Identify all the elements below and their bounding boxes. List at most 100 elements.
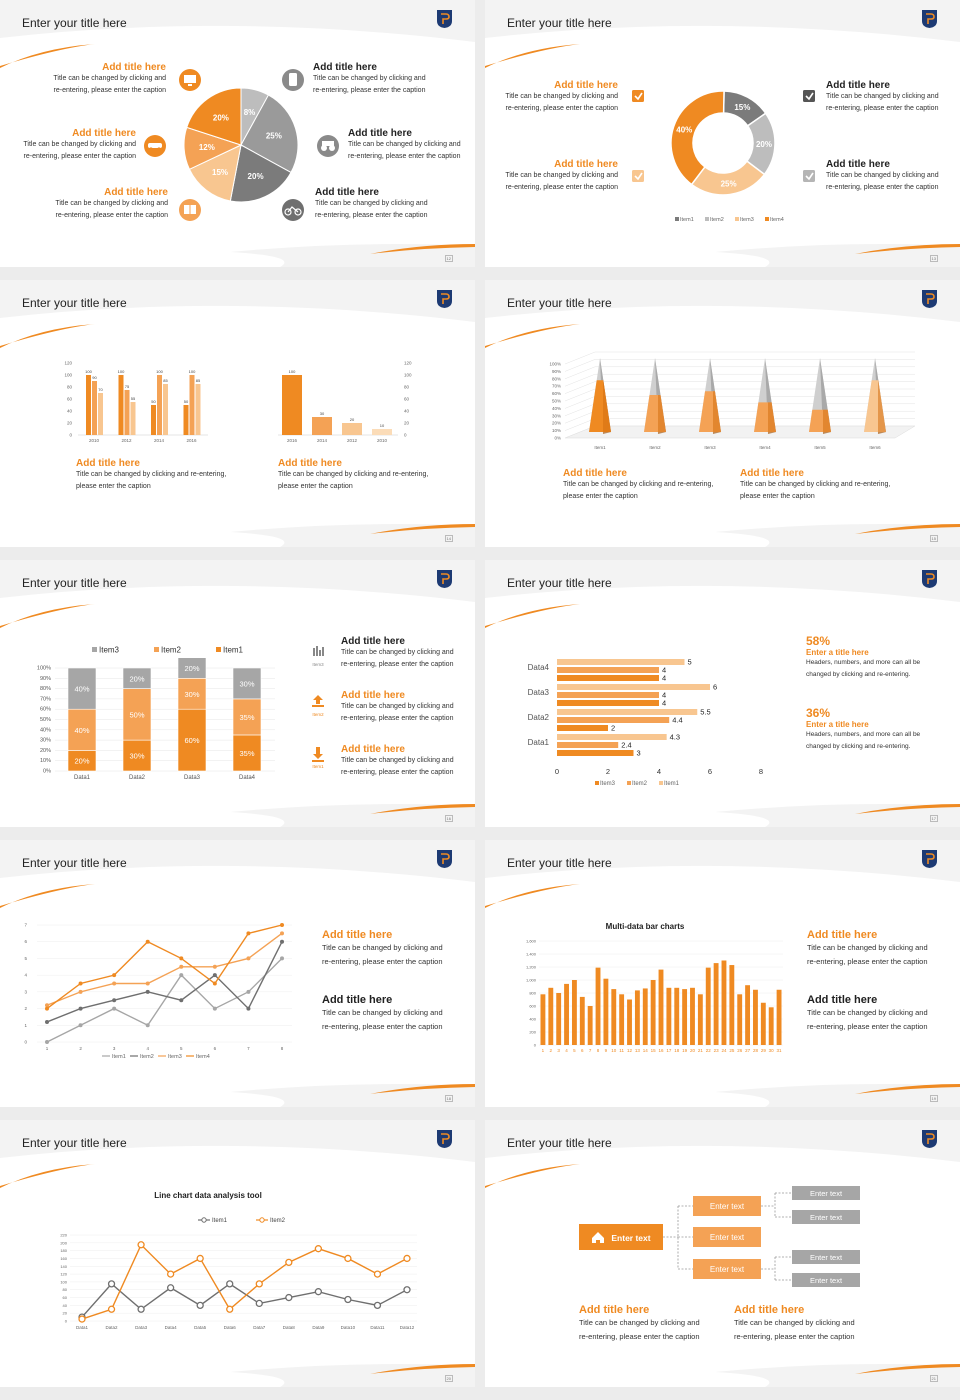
block-caption[interactable]: Title can be changed by clicking and	[505, 172, 618, 179]
block-caption[interactable]: Title can be changed by clicking and	[807, 1008, 928, 1017]
block-title[interactable]: Add title here	[72, 128, 136, 139]
block-caption[interactable]: re-entering, please enter the caption	[807, 957, 928, 966]
block-caption[interactable]: Title can be changed by clicking and	[313, 75, 426, 82]
block-caption[interactable]: Title can be changed by clicking and	[23, 141, 136, 148]
block-caption[interactable]: Title can be changed by clicking and	[341, 649, 454, 656]
block-caption[interactable]: re-entering, please enter the caption	[807, 1022, 928, 1031]
block-title[interactable]: Add title here	[554, 159, 618, 170]
stat-value[interactable]: 36%	[806, 706, 831, 720]
block-caption[interactable]: please enter the caption	[278, 483, 353, 490]
block-title[interactable]: Add title here	[102, 62, 166, 73]
block-title[interactable]: Add title here	[807, 929, 878, 941]
block-caption[interactable]: re-entering, please enter the caption	[322, 1022, 443, 1031]
block-caption[interactable]: re-entering, please enter the caption	[734, 1332, 855, 1341]
block-caption[interactable]: Title can be changed by clicking and	[53, 75, 166, 82]
block-title[interactable]: Add title here	[341, 744, 405, 755]
slide-title[interactable]: Enter your title here	[22, 296, 127, 310]
block-caption[interactable]: re-entering, please enter the caption	[826, 105, 939, 112]
block-caption[interactable]: re-entering, please enter the caption	[53, 87, 166, 94]
x-tick-label: Item2	[649, 445, 661, 450]
block-title[interactable]: Add title here	[341, 690, 405, 701]
stat-value[interactable]: 58%	[806, 634, 831, 648]
block-title[interactable]: Add title here	[76, 458, 140, 469]
block-caption[interactable]: Title can be changed by clicking and	[341, 703, 454, 710]
series-point	[45, 1003, 49, 1008]
block-title[interactable]: Add title here	[322, 994, 393, 1006]
slide-title[interactable]: Enter your title here	[22, 1136, 127, 1150]
checkbox-layer	[632, 90, 815, 182]
slide-title[interactable]: Enter your title here	[22, 16, 127, 30]
block-caption[interactable]: Title can be changed by clicking and re-…	[278, 471, 429, 478]
block-caption[interactable]: re-entering, please enter the caption	[55, 212, 168, 219]
block-caption[interactable]: Title can be changed by clicking and	[826, 172, 939, 179]
block-title[interactable]: Add title here	[315, 187, 379, 198]
block-caption[interactable]: Title can be changed by clicking and	[322, 1008, 443, 1017]
block-title[interactable]: Add title here	[734, 1304, 805, 1316]
slide-title[interactable]: Enter your title here	[22, 576, 127, 590]
block-caption[interactable]: Title can be changed by clicking and	[734, 1318, 855, 1327]
block-title[interactable]: Add title here	[348, 128, 412, 139]
logo-icon	[437, 10, 452, 28]
block-caption[interactable]: Title can be changed by clicking and	[341, 757, 454, 764]
bar	[760, 1002, 766, 1045]
block-title[interactable]: Add title here	[341, 636, 405, 647]
block-caption[interactable]: Title can be changed by clicking and	[807, 943, 928, 952]
block-caption[interactable]: Title can be changed by clicking and re-…	[563, 481, 714, 488]
hbar	[557, 742, 619, 748]
block-caption[interactable]: Title can be changed by clicking and	[505, 93, 618, 100]
block-caption[interactable]: re-entering, please enter the caption	[313, 87, 426, 94]
stat-caption[interactable]: Headers, numbers, and more can all be	[806, 659, 921, 666]
block-caption[interactable]: Title can be changed by clicking and	[579, 1318, 700, 1327]
block-caption[interactable]: re-entering, please enter the caption	[322, 957, 443, 966]
block-caption[interactable]: re-entering, please enter the caption	[341, 661, 454, 668]
slide-title[interactable]: Enter your title here	[507, 16, 612, 30]
gridline	[564, 396, 596, 409]
slide-title[interactable]: Enter your title here	[507, 856, 612, 870]
block-caption[interactable]: Title can be changed by clicking and	[55, 200, 168, 207]
x-tick-label: 28	[753, 1048, 759, 1053]
block-caption[interactable]: Title can be changed by clicking and	[826, 93, 939, 100]
block-caption[interactable]: re-entering, please enter the caption	[341, 715, 454, 722]
block-caption[interactable]: Title can be changed by clicking and re-…	[740, 481, 891, 488]
slide-title[interactable]: Enter your title here	[22, 856, 127, 870]
block-caption[interactable]: please enter the caption	[563, 493, 638, 500]
hbar	[557, 750, 634, 756]
block-title[interactable]: Add title here	[826, 159, 890, 170]
block-title[interactable]: Add title here	[322, 929, 393, 941]
block-title[interactable]: Add title here	[563, 468, 627, 479]
block-caption[interactable]: Title can be changed by clicking and	[348, 141, 461, 148]
slide-title[interactable]: Enter your title here	[507, 1136, 612, 1150]
block-title[interactable]: Add title here	[807, 994, 878, 1006]
slide-title[interactable]: Enter your title here	[507, 296, 612, 310]
stat-title[interactable]: Enter a title here	[806, 648, 869, 657]
donut-chart: 15% 20% 25% 40% Item1 Item2 Item3 Item4	[670, 90, 784, 223]
block-caption[interactable]: re-entering, please enter the caption	[348, 153, 461, 160]
block-title[interactable]: Add title here	[579, 1304, 650, 1316]
block-caption[interactable]: re-entering, please enter the caption	[579, 1332, 700, 1341]
block-caption[interactable]: please enter the caption	[740, 493, 815, 500]
stat-caption[interactable]: changed by clicking and re-entering.	[806, 743, 911, 750]
block-title[interactable]: Add title here	[554, 80, 618, 91]
stat-caption[interactable]: Headers, numbers, and more can all be	[806, 731, 921, 738]
block-caption[interactable]: re-entering, please enter the caption	[315, 212, 428, 219]
block-caption[interactable]: Title can be changed by clicking and re-…	[76, 471, 227, 478]
block-caption[interactable]: re-entering, please enter the caption	[505, 184, 618, 191]
block-title[interactable]: Add title here	[740, 468, 804, 479]
block-title[interactable]: Add title here	[104, 187, 168, 198]
block-caption[interactable]: please enter the caption	[76, 483, 151, 490]
slide-swoosh	[0, 0, 475, 267]
slide-title[interactable]: Enter your title here	[507, 576, 612, 590]
block-caption[interactable]: re-entering, please enter the caption	[341, 769, 454, 776]
block-title[interactable]: Add title here	[826, 80, 890, 91]
block-caption[interactable]: re-entering, please enter the caption	[826, 184, 939, 191]
text-block: Add title here Title can be changed by cl…	[278, 458, 468, 493]
block-caption[interactable]: Title can be changed by clicking and	[315, 200, 428, 207]
block-title[interactable]: Add title here	[278, 458, 342, 469]
block-caption[interactable]: re-entering, please enter the caption	[505, 105, 618, 112]
block-caption[interactable]: re-entering, please enter the caption	[23, 153, 136, 160]
stat-title[interactable]: Enter a title here	[806, 720, 869, 729]
block-title[interactable]: Add title here	[313, 62, 377, 73]
legend-label: Item2	[140, 1054, 154, 1060]
stat-caption[interactable]: changed by clicking and re-entering.	[806, 671, 911, 678]
block-caption[interactable]: Title can be changed by clicking and	[322, 943, 443, 952]
